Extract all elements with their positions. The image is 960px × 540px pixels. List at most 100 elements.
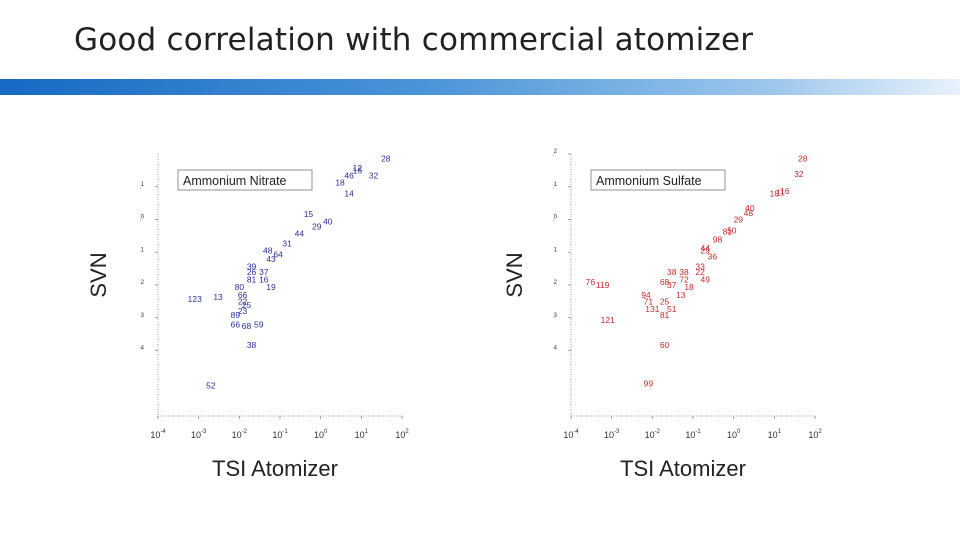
data-point-label: 68 <box>242 321 252 331</box>
data-point-label: 38 <box>247 340 257 350</box>
data-point-label: 28 <box>381 153 391 163</box>
y-tick-label: 100 <box>553 215 558 226</box>
x-tick-label: 10-4 <box>563 429 579 440</box>
data-point-label: 76 <box>586 277 596 287</box>
data-point-label: 119 <box>596 280 610 290</box>
right-x-axis-label: TSI Atomizer <box>620 456 746 481</box>
y-tick-label: 10-1 <box>553 247 558 258</box>
data-point-label: 43 <box>266 254 276 264</box>
data-point-label: 72 <box>679 274 689 284</box>
data-point-label: 25 <box>242 300 252 310</box>
data-point-label: 94 <box>641 290 651 300</box>
data-point-label: 14 <box>344 189 354 199</box>
data-point-label: 29 <box>312 221 322 231</box>
data-point-label: 80 <box>235 282 245 292</box>
y-tick-label: 102 <box>553 149 558 160</box>
data-point-label: 39 <box>247 261 257 271</box>
x-tick-label: 10-1 <box>272 429 288 440</box>
data-point-label: 38 <box>679 267 689 277</box>
data-point-label: 11 <box>776 187 785 197</box>
chart-title: Ammonium Sulfate <box>596 174 702 188</box>
y-tick-label: 100 <box>140 215 145 226</box>
data-point-label: 49 <box>701 274 711 284</box>
data-point-label: 15 <box>304 209 314 219</box>
data-point-label: 81 <box>247 274 257 284</box>
x-tick-label: 10-3 <box>191 429 207 440</box>
data-point-label: 81 <box>660 310 670 320</box>
data-point-label: 44 <box>701 243 711 253</box>
x-tick-label: 10-3 <box>604 429 620 440</box>
data-point-label: 16 <box>353 166 363 176</box>
slide-title: Good correlation with commercial atomize… <box>74 22 754 58</box>
data-point-label: 23 <box>238 306 248 316</box>
data-point-label: 37 <box>667 280 677 290</box>
data-point-label: 59 <box>254 320 264 330</box>
data-point-label: 131 <box>645 304 659 314</box>
data-point-label: 22 <box>238 297 248 307</box>
y-tick-label: 10-2 <box>553 280 558 291</box>
data-point-label: 28 <box>798 153 808 163</box>
data-point-label: 38 <box>667 267 677 277</box>
data-point-label: 16 <box>259 274 269 284</box>
x-tick-label: 100 <box>727 429 741 440</box>
data-point-label: 26 <box>247 267 257 277</box>
data-point-label: 13 <box>213 292 223 302</box>
data-point-label: 98 <box>713 234 723 244</box>
nitrate-chart-panel: 10-4 10-3 10-2 10-1 100 101 102 10-4 10-3 10-2 10-… <box>140 140 410 450</box>
x-tick-label: 10-2 <box>232 429 248 440</box>
left-x-axis-label: TSI Atomizer <box>212 456 338 481</box>
y-tick-label: 10-3 <box>553 313 558 324</box>
nitrate-scatter-plot: 10-4 10-3 10-2 10-1 100 101 102 10-4 10-3 10-2 10-… <box>140 153 409 440</box>
right-y-axis-label: SVN <box>502 252 527 298</box>
data-point-label: 46 <box>344 170 354 180</box>
data-point-label: 123 <box>188 294 202 304</box>
data-point-label: 16 <box>780 186 790 196</box>
data-point-label: 25 <box>660 297 670 307</box>
data-point-label: 66 <box>238 290 248 300</box>
data-point-label: 99 <box>644 378 654 388</box>
chart-title-box <box>177 169 313 191</box>
data-point-label: 50 <box>727 225 737 235</box>
data-point-label: 48 <box>744 208 754 218</box>
data-point-label: 40 <box>323 217 333 227</box>
title-accent-bar <box>0 79 960 95</box>
y-tick-label: 10-1 <box>140 247 145 258</box>
data-point-label: 37 <box>259 267 269 277</box>
data-point-label: 44 <box>295 229 305 239</box>
data-point-label: 52 <box>206 380 216 390</box>
y-tick-label: 101 <box>553 182 558 193</box>
data-point-label: 18 <box>684 282 694 292</box>
x-tick-label: 101 <box>768 429 782 440</box>
data-point-label: 64 <box>273 249 283 259</box>
chart-title: Ammonium Nitrate <box>183 174 287 188</box>
sulfate-chart-panel: 10-4 10-3 10-2 10-1 100 101 102 10-4 10-3 10-2 10-… <box>553 140 823 450</box>
x-tick-label: 102 <box>808 429 822 440</box>
data-point-label: 121 <box>601 315 615 325</box>
left-y-axis-label: SVN <box>86 252 111 298</box>
data-point-label: 81 <box>723 226 733 236</box>
data-point-label: 66 <box>231 320 241 330</box>
data-point-label: 31 <box>282 238 292 248</box>
data-point-label: 13 <box>676 290 686 300</box>
y-tick-label: 10-4 <box>553 346 558 357</box>
x-tick-label: 10-2 <box>645 429 661 440</box>
y-tick-label: 101 <box>140 182 145 193</box>
y-tick-label: 10-4 <box>140 346 145 357</box>
data-point-label: 18 <box>770 189 780 199</box>
data-point-label: 22 <box>695 267 705 277</box>
x-tick-label: 10-1 <box>685 429 701 440</box>
data-point-label: 18 <box>335 177 345 187</box>
chart-title-box <box>590 169 726 191</box>
x-tick-label: 102 <box>395 429 409 440</box>
data-point-label: 12 <box>353 163 363 173</box>
x-tick-label: 100 <box>314 429 328 440</box>
x-tick-label: 101 <box>355 429 369 440</box>
data-point-label: 40 <box>745 203 755 213</box>
x-tick-label: 10-4 <box>150 429 166 440</box>
data-point-label: 51 <box>667 304 677 314</box>
data-point-label: 68 <box>660 277 670 287</box>
sulfate-scatter-plot: 10-4 10-3 10-2 10-1 100 101 102 10-4 10-3 10-2 10-… <box>553 149 822 440</box>
y-tick-label: 10-3 <box>140 313 145 324</box>
data-point-label: 89 <box>231 310 241 320</box>
data-point-label: 32 <box>794 169 804 179</box>
